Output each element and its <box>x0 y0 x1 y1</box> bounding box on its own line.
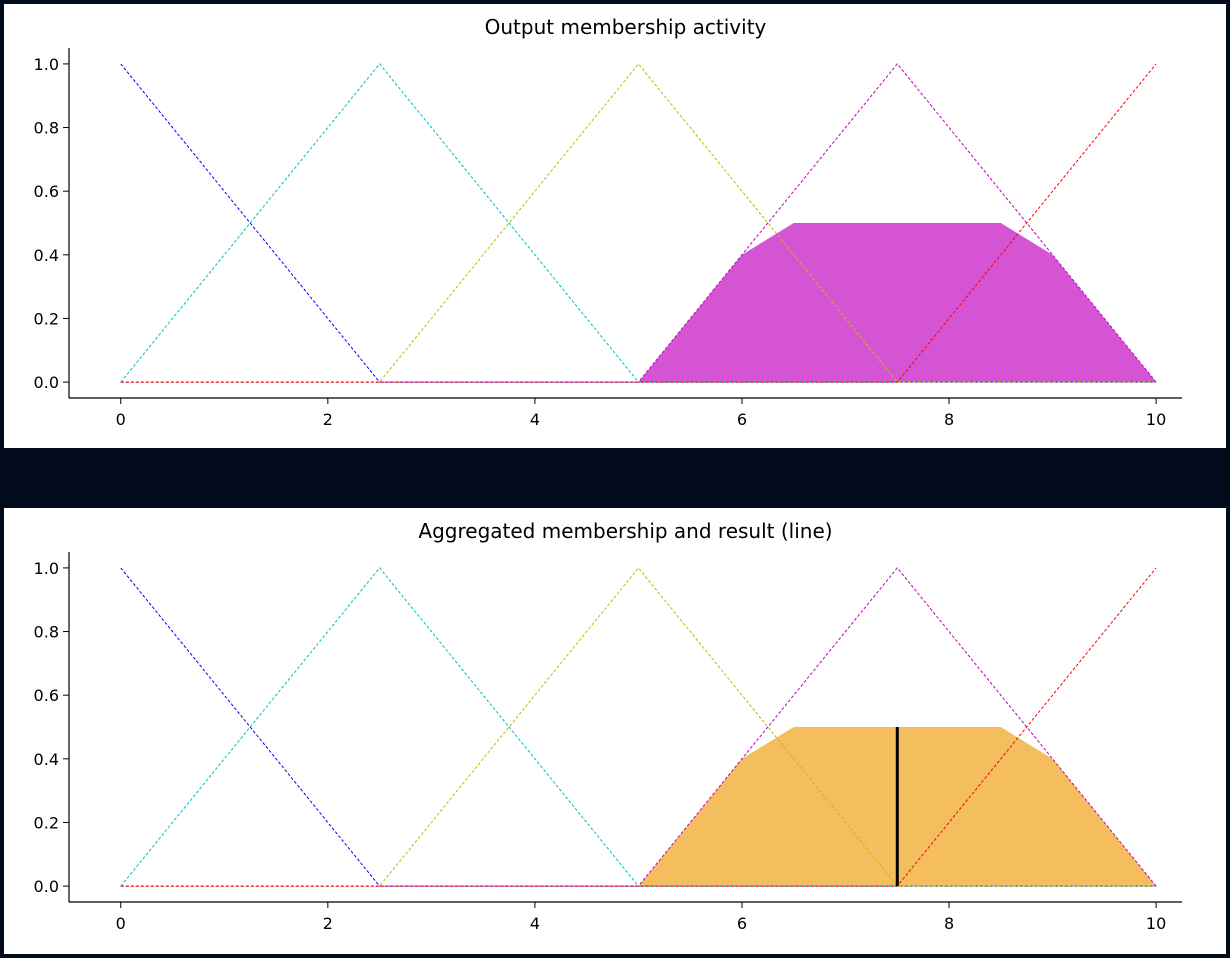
membership-chart: Output membership activity 0 2 4 6 8 10 0.0 0.2 0… <box>34 15 1182 429</box>
x-tick-label: 2 <box>323 410 333 429</box>
x-tick-label: 0 <box>116 914 126 933</box>
membership-line-1 <box>120 567 1157 887</box>
x-tick-label: 10 <box>1146 410 1166 429</box>
x-tick-label: 8 <box>944 914 954 933</box>
membership-line-4 <box>120 63 1157 383</box>
y-tick-label: 0.6 <box>34 686 59 705</box>
x-tick-label: 4 <box>530 410 540 429</box>
x-tick-label: 8 <box>944 410 954 429</box>
chart-panel-top: Output membership activity 0 2 4 6 8 10 0.0 0.2 0… <box>4 4 1226 448</box>
y-tick-label: 0.6 <box>34 182 59 201</box>
aggregated-chart: Aggregated membership and result (line) 0… <box>34 519 1182 933</box>
y-tick-label: 1.0 <box>34 55 59 74</box>
y-tick-label: 0.8 <box>34 623 59 642</box>
y-tick-label: 0.0 <box>34 877 59 896</box>
y-tick-label: 0.8 <box>34 119 59 138</box>
y-tick-label: 0.2 <box>34 813 59 832</box>
x-tick-label: 6 <box>737 410 747 429</box>
y-tick-label: 0.0 <box>34 373 59 392</box>
chart-title: Output membership activity <box>485 15 767 39</box>
x-tick-label: 2 <box>323 914 333 933</box>
x-tick-label: 6 <box>737 914 747 933</box>
membership-line-1 <box>120 63 1157 383</box>
y-tick-label: 0.2 <box>34 309 59 328</box>
chart-title: Aggregated membership and result (line) <box>418 519 832 543</box>
x-tick-label: 4 <box>530 914 540 933</box>
y-tick-label: 0.4 <box>34 246 59 265</box>
chart-panel-bottom: Aggregated membership and result (line) 0… <box>4 508 1226 954</box>
x-tick-label: 0 <box>116 410 126 429</box>
x-tick-label: 10 <box>1146 914 1166 933</box>
aggregated-fill-area <box>638 223 1157 383</box>
y-tick-label: 0.4 <box>34 750 59 769</box>
y-tick-label: 1.0 <box>34 559 59 578</box>
membership-line-4 <box>120 567 1157 887</box>
